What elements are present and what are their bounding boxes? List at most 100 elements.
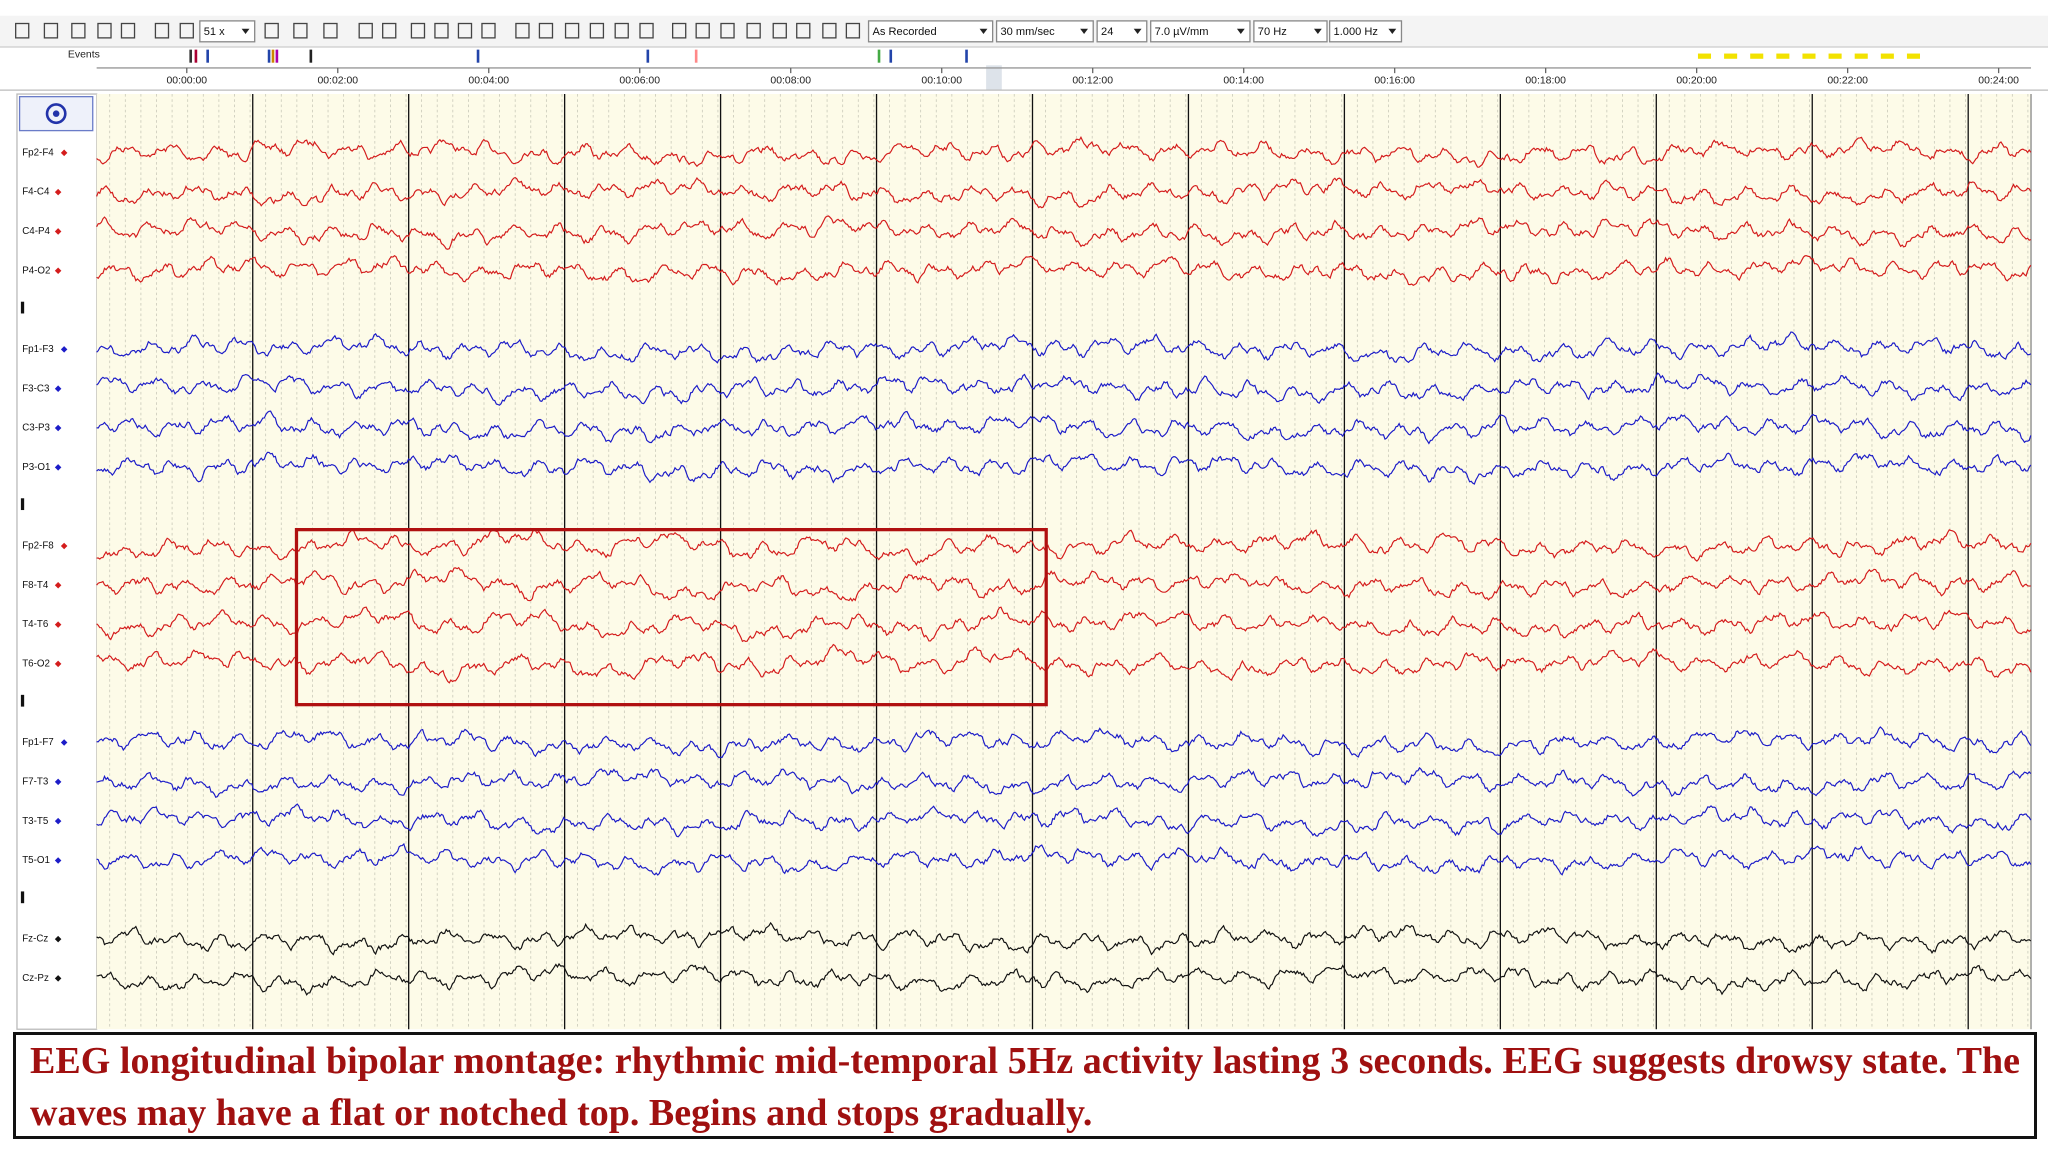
timeline-label: 00:22:00 bbox=[1827, 76, 1868, 87]
toolbar-button[interactable] bbox=[179, 22, 194, 39]
event-flag bbox=[1854, 53, 1868, 59]
timeline-label: 00:16:00 bbox=[1374, 76, 1415, 87]
channel-label: Fp2-F8 bbox=[22, 541, 54, 552]
toolbar-button[interactable] bbox=[120, 22, 136, 39]
channel-label: P4-O2 bbox=[22, 265, 50, 276]
dropdown-value: 70 Hz bbox=[1258, 26, 1287, 38]
event-flag bbox=[1750, 53, 1764, 59]
channel-dot bbox=[54, 228, 62, 235]
channel-label: F8-T4 bbox=[22, 580, 49, 591]
eeg-trace bbox=[96, 527, 2032, 567]
dropdown-value: As Recorded bbox=[872, 26, 936, 38]
toolbar-button[interactable] bbox=[564, 22, 580, 39]
channel-label: T6-O2 bbox=[22, 658, 50, 669]
timeline-label: 00:20:00 bbox=[1676, 76, 1717, 87]
toolbar-button[interactable] bbox=[845, 22, 861, 39]
eeg-trace bbox=[96, 606, 2032, 643]
event-flag bbox=[1828, 53, 1842, 59]
event-marker bbox=[271, 49, 275, 63]
dropdown-arrow bbox=[1236, 28, 1245, 34]
channel-label: Fz-Cz bbox=[22, 934, 48, 945]
toolbar-button[interactable] bbox=[71, 22, 86, 39]
dropdown[interactable] bbox=[199, 20, 256, 43]
channel-dot bbox=[54, 464, 62, 471]
eeg-trace bbox=[96, 176, 2032, 209]
dropdown[interactable] bbox=[995, 20, 1094, 43]
toolbar-button[interactable] bbox=[746, 22, 761, 39]
event-marker bbox=[194, 49, 198, 63]
eeg-trace bbox=[96, 410, 2032, 445]
toolbar-button[interactable] bbox=[323, 22, 338, 39]
toolbar-button[interactable] bbox=[457, 22, 473, 39]
timeline-label: 00:12:00 bbox=[1072, 76, 1113, 87]
toolbar-button[interactable] bbox=[772, 22, 787, 39]
toolbar-button[interactable] bbox=[358, 22, 373, 39]
event-flag bbox=[1802, 53, 1816, 59]
timeline-label: 00:06:00 bbox=[619, 76, 660, 87]
toolbar-button[interactable] bbox=[695, 22, 710, 39]
eeg-trace bbox=[96, 803, 2032, 838]
channel-label: T4-T6 bbox=[22, 619, 49, 630]
dropdown[interactable] bbox=[867, 20, 994, 43]
event-marker bbox=[965, 49, 968, 63]
toolbar-button[interactable] bbox=[97, 22, 112, 39]
group-separator bbox=[20, 498, 25, 511]
channel-dot bbox=[54, 817, 62, 825]
timeline-label: 00:02:00 bbox=[317, 76, 358, 87]
dropdown-arrow bbox=[1388, 28, 1397, 34]
event-flag bbox=[1906, 53, 1920, 59]
channel-label: Fp2-F4 bbox=[22, 147, 54, 158]
toolbar-button[interactable] bbox=[154, 22, 170, 39]
eeg-trace bbox=[96, 135, 2032, 168]
channel-dot bbox=[54, 975, 62, 982]
toolbar-button[interactable] bbox=[264, 22, 279, 39]
toolbar-button[interactable] bbox=[481, 22, 496, 39]
timeline-label: 00:24:00 bbox=[1978, 76, 2019, 87]
group-separator bbox=[20, 891, 25, 904]
dropdown-value: 30 mm/sec bbox=[1000, 26, 1055, 38]
toolbar-button[interactable] bbox=[614, 22, 629, 39]
eeg-trace bbox=[96, 372, 2032, 406]
event-marker bbox=[646, 49, 650, 63]
dropdown[interactable] bbox=[1328, 20, 1403, 43]
toolbar-button[interactable] bbox=[538, 22, 554, 39]
eeg-trace bbox=[96, 921, 2032, 956]
group-separator bbox=[20, 301, 25, 314]
channel-label: Fp1-F7 bbox=[22, 737, 54, 748]
eeg-trace bbox=[96, 331, 2032, 364]
toolbar-button[interactable] bbox=[434, 22, 449, 39]
channel-dot bbox=[54, 857, 62, 864]
eeg-trace bbox=[96, 842, 2032, 876]
eeg-trace bbox=[96, 726, 2032, 759]
dropdown-value: 7.0 µV/mm bbox=[1155, 26, 1209, 38]
eeg-trace bbox=[96, 566, 2031, 602]
dropdown-arrow bbox=[979, 28, 988, 34]
dropdown[interactable] bbox=[1096, 20, 1148, 43]
channel-label: T5-O1 bbox=[22, 855, 50, 866]
dropdown-arrow bbox=[1133, 28, 1142, 34]
event-flag bbox=[1880, 53, 1894, 59]
toolbar-button[interactable] bbox=[720, 22, 735, 39]
toolbar-button[interactable] bbox=[15, 22, 30, 39]
channel-dot bbox=[54, 385, 62, 392]
dropdown-value: 24 bbox=[1101, 26, 1113, 38]
toolbar-button[interactable] bbox=[639, 22, 654, 39]
channel-dot bbox=[54, 267, 62, 275]
event-marker bbox=[889, 49, 893, 63]
channel-label: Cz-Pz bbox=[22, 973, 49, 984]
toolbar-button[interactable] bbox=[410, 22, 426, 39]
toolbar-button[interactable] bbox=[796, 22, 811, 39]
toolbar-button[interactable] bbox=[822, 22, 837, 39]
toolbar-button[interactable] bbox=[293, 22, 308, 39]
toolbar-button[interactable] bbox=[589, 22, 605, 39]
toolbar-button[interactable] bbox=[43, 22, 59, 39]
event-marker bbox=[206, 49, 209, 63]
event-marker bbox=[267, 49, 271, 63]
dropdown[interactable] bbox=[1150, 20, 1251, 43]
dropdown[interactable] bbox=[1253, 20, 1328, 43]
toolbar-button[interactable] bbox=[382, 22, 397, 39]
toolbar-button[interactable] bbox=[672, 22, 687, 39]
toolbar-button[interactable] bbox=[515, 22, 530, 39]
